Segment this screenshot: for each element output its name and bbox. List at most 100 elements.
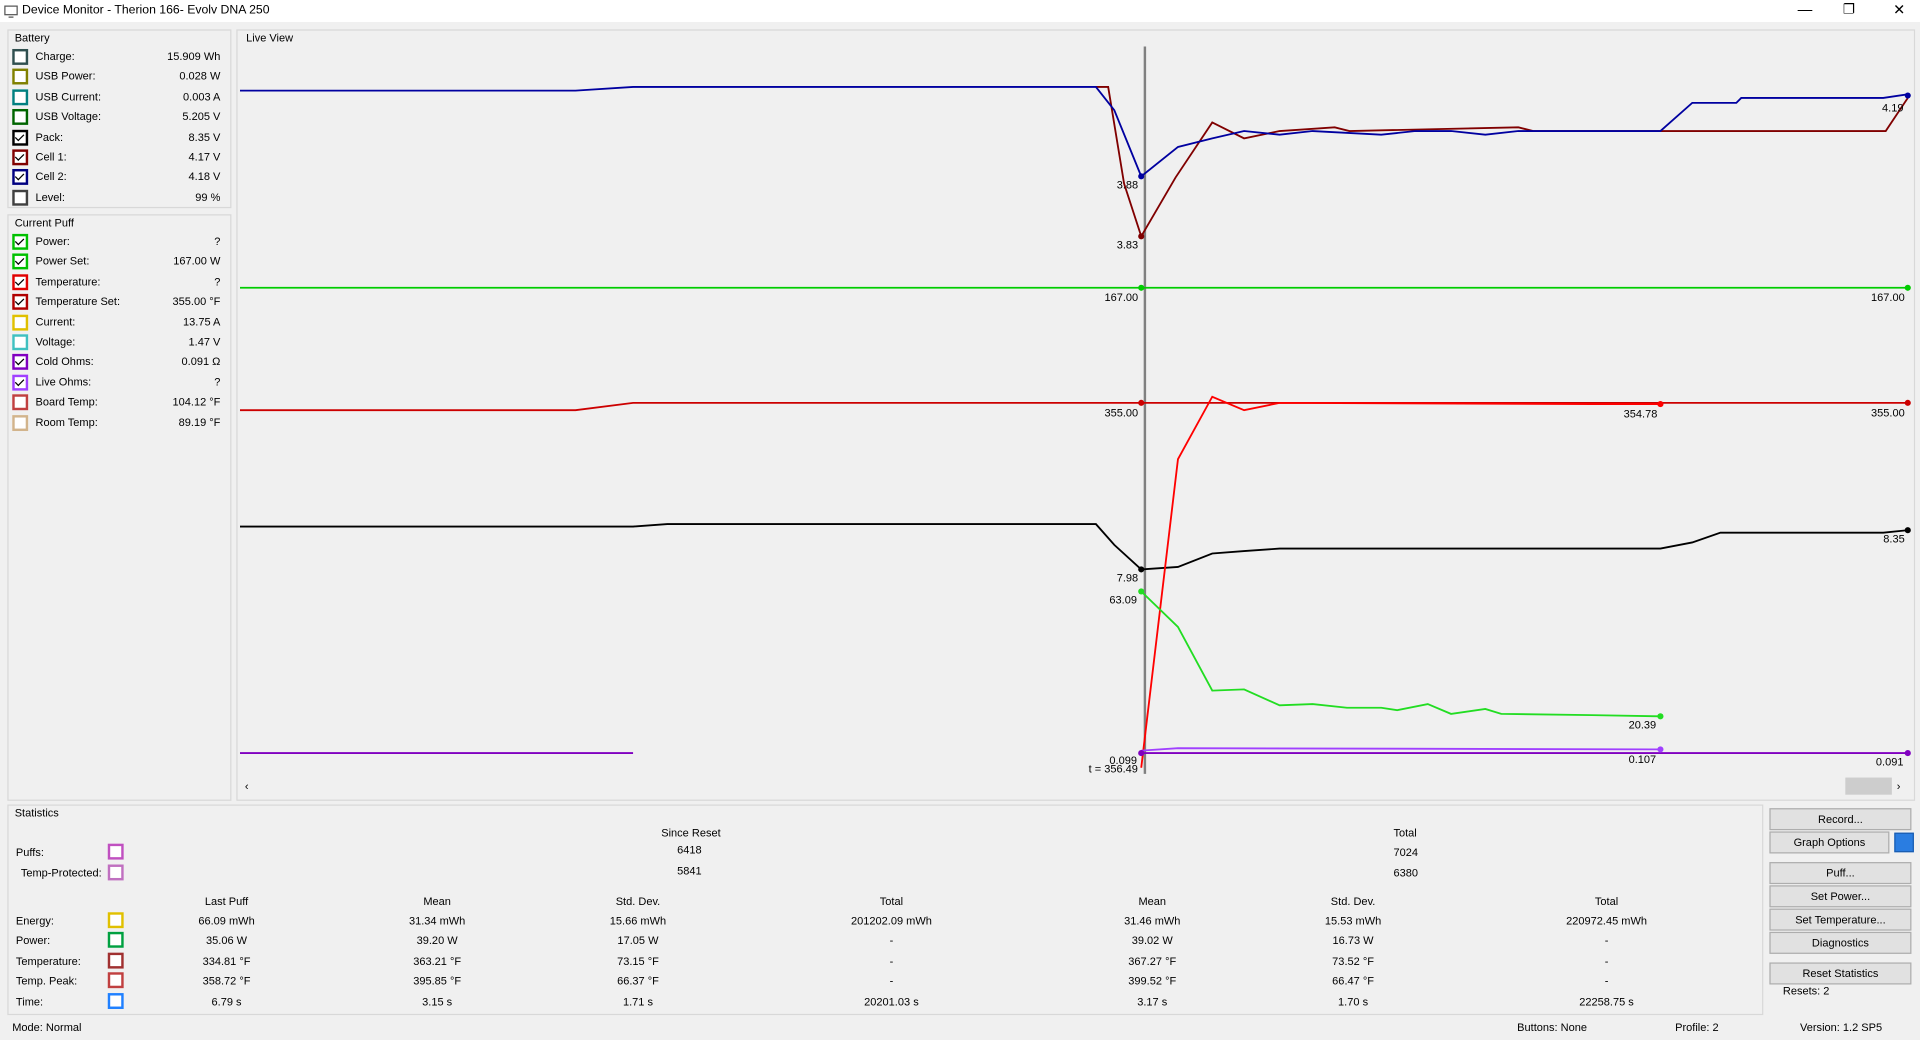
stat-value: 6.79 s [211,995,242,1008]
checkbox[interactable] [107,912,124,929]
checkbox[interactable] [12,149,29,166]
checkbox[interactable] [12,109,29,126]
field-label: Board Temp: [35,395,98,408]
checkbox[interactable] [12,129,29,146]
live-ohms-line [1141,747,1661,752]
checkbox[interactable] [12,253,29,270]
count-value: 5841 [677,864,702,877]
restore-button[interactable]: ❐ [1842,2,1855,18]
graph-label: 0.099 [1109,755,1137,767]
field-value: 4.17 V [188,150,221,163]
minimize-button[interactable]: — [1797,1,1813,19]
graph-label: 167.00 [1871,292,1905,304]
status-buttons: Buttons: None [1517,1021,1588,1034]
field-value: ? [214,275,221,288]
checkbox[interactable] [12,394,29,411]
scrollbar[interactable] [240,776,1911,796]
field-value: 13.75 A [183,315,221,328]
group-title: Battery [14,31,50,45]
checkbox[interactable] [12,274,29,290]
graph-label: 3.88 [1117,180,1138,192]
field-value: 0.003 A [183,90,221,103]
pack-line [240,523,1908,571]
stat-value: 1.70 s [1338,995,1369,1008]
field-label: USB Power: [35,70,96,83]
close-button[interactable]: ✕ [1893,1,1906,19]
checkbox[interactable] [12,354,29,371]
stat-value: 334.81 °F [202,954,251,968]
stat-value: 35.06 W [206,934,248,948]
checkbox[interactable] [12,189,29,206]
button[interactable]: Set Power... [1769,885,1912,908]
stat-value: 39.02 W [1131,934,1173,948]
graph-label: 20.39 [1629,720,1657,732]
checkbox[interactable] [107,932,124,949]
row-label: Time: [15,995,44,1008]
checkbox[interactable] [12,233,29,250]
column-header: Total [879,895,904,908]
field-label: USB Voltage: [35,110,102,123]
field-label: Cold Ohms: [35,355,94,368]
checkbox[interactable] [12,48,29,65]
button[interactable]: Record... [1769,808,1912,831]
stat-value: 15.66 mWh [609,914,667,927]
button[interactable]: Set Temperature... [1769,908,1912,931]
field-value: 355.00 °F [172,295,221,308]
button[interactable]: Puff... [1769,862,1912,885]
checkbox[interactable] [12,414,29,431]
stat-value: 66.37 °F [617,974,659,988]
status-profile: Profile: 2 [1675,1021,1719,1034]
button[interactable]: Graph Options [1769,831,1890,854]
stat-value: - [889,954,894,968]
field-label: Level: [35,190,65,204]
field-label: Pack: [35,130,64,143]
checkbox[interactable] [12,334,29,351]
stat-value: 66.47 °F [1332,974,1374,988]
stat-value: - [1604,934,1609,948]
graph-label: t = 356.49 [1089,764,1138,776]
checkbox[interactable] [12,89,29,106]
stat-value: - [889,934,894,948]
field-label: Temperature: [35,275,101,288]
field-label: Voltage: [35,335,76,348]
button[interactable]: Diagnostics [1769,931,1912,954]
field-label: Temperature Set: [35,295,121,308]
checkbox[interactable] [12,294,29,311]
checkbox[interactable] [107,972,124,989]
scroll-right[interactable]: › [1897,781,1901,793]
stat-value: - [1604,954,1609,968]
scroll-thumb[interactable] [1845,777,1892,795]
field-value: 4.18 V [188,170,221,183]
field-label: Cell 2: [35,170,67,183]
stat-value: 39.20 W [416,934,458,948]
column-header: Mean [1138,895,1167,908]
cell1-line [1095,86,1909,239]
temperature-line [1140,395,1661,768]
checkbox[interactable] [12,169,29,186]
group-title: Statistics [14,806,59,820]
checkbox[interactable] [12,69,29,85]
current-puff-group [7,214,232,801]
scroll-left[interactable]: ‹ [245,781,249,793]
stat-value: 220972.45 mWh [1566,914,1647,927]
column-header: Std. Dev. [615,895,661,908]
battery-group [7,29,232,209]
checkbox[interactable] [107,864,124,881]
stat-value: - [1604,974,1609,988]
power-line [1140,590,1661,718]
stat-value: 22258.75 s [1579,995,1634,1008]
button[interactable]: Reset Statistics [1769,962,1912,985]
column-header: Std. Dev. [1330,895,1376,908]
stat-value: 201202.09 mWh [850,914,932,927]
stat-value: 31.34 mWh [408,914,466,927]
checkbox[interactable] [107,992,124,1009]
field-value: 0.028 W [179,70,221,83]
pause-button[interactable] [1894,832,1914,853]
checkbox[interactable] [107,843,124,860]
resets-label: Resets: 2 [1782,984,1830,997]
checkbox[interactable] [12,314,29,331]
checkbox[interactable] [12,374,29,391]
checkbox[interactable] [107,952,124,969]
live-view-group [236,29,1916,801]
